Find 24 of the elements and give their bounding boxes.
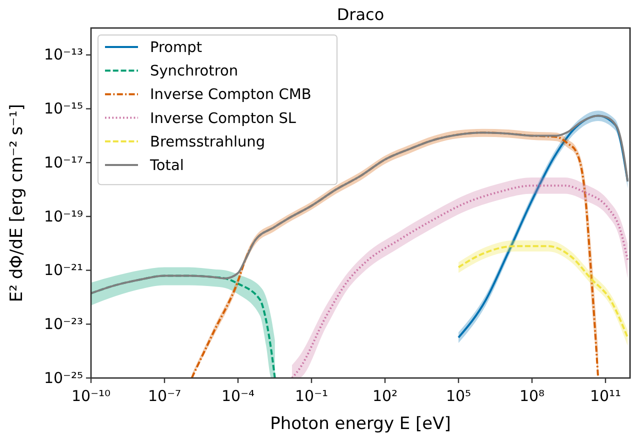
chart-title: Draco: [336, 5, 384, 24]
x-tick-label: 10⁻¹: [294, 387, 328, 405]
y-axis-title: E² dΦ/dE [erg cm⁻² s⁻¹]: [7, 104, 27, 302]
y-tick-label: 10⁻²⁵: [44, 368, 83, 387]
y-tick-label: 10⁻¹³: [44, 46, 83, 64]
y-tick-label: 10⁻¹⁹: [44, 207, 83, 226]
x-tick-label: 10⁵: [446, 387, 472, 405]
legend-label: Bremsstrahlung: [150, 134, 266, 150]
y-tick-label: 10⁻²³: [44, 314, 83, 333]
x-tick-label: 10²: [372, 387, 398, 405]
x-tick-label: 10⁻⁴: [221, 387, 255, 405]
legend-label: Inverse Compton CMB: [150, 87, 312, 104]
y-tick-label: 10⁻¹⁷: [44, 153, 83, 172]
legend-label: Inverse Compton SL: [150, 110, 296, 127]
legend-label: Total: [149, 158, 184, 174]
x-axis-title: Photon energy E [eV]: [270, 414, 451, 434]
x-tick-label: 10¹¹: [590, 387, 622, 405]
x-tick-label: 10⁻¹⁰: [71, 387, 111, 405]
y-tick-label: 10⁻¹⁵: [44, 100, 83, 118]
y-tick-label: 10⁻²¹: [44, 261, 83, 280]
x-tick-label: 10⁸: [519, 387, 545, 405]
legend-label: Prompt: [150, 40, 202, 56]
legend-label: Synchrotron: [150, 64, 238, 80]
x-tick-label: 10⁻⁷: [148, 387, 182, 405]
